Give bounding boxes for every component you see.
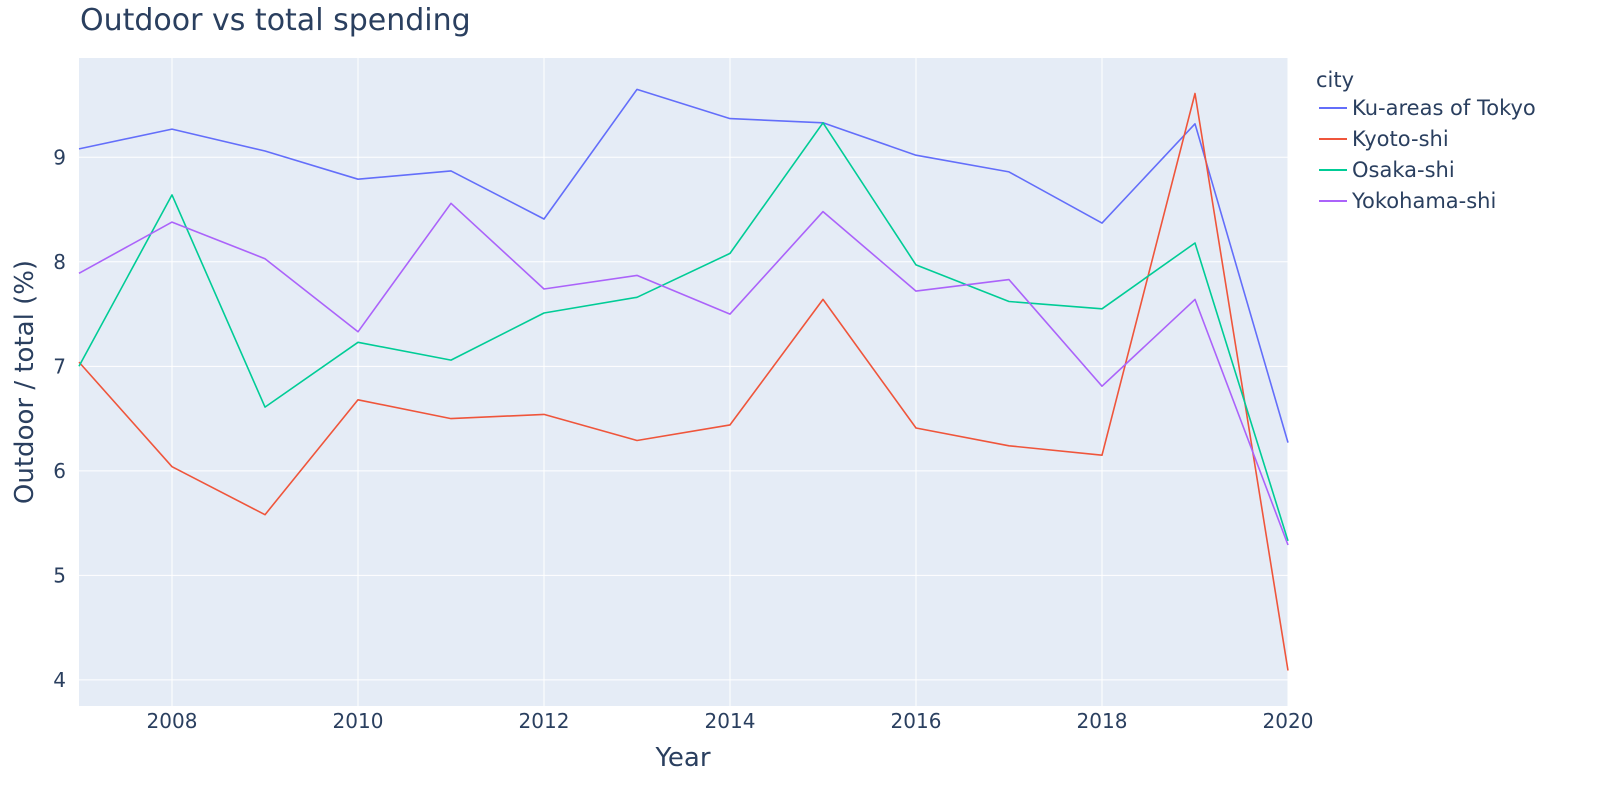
y-tick-label: 7 — [53, 354, 66, 378]
x-tick-label: 2018 — [1077, 709, 1128, 733]
legend-label: Osaka-shi — [1352, 158, 1455, 182]
y-axis-ticks: 4 5 6 7 8 9 — [53, 145, 66, 692]
y-tick-label: 6 — [53, 459, 66, 483]
legend-item-osaka-shi[interactable]: Osaka-shi — [1319, 158, 1455, 182]
x-axis-ticks: 2008 2010 2012 2014 2016 2018 2020 — [147, 709, 1314, 733]
series-line-osaka-shi — [78, 122, 1289, 542]
series-line-kyoto-shi — [78, 92, 1289, 671]
y-tick-label: 9 — [53, 145, 66, 169]
series-line-yokohama-shi — [78, 202, 1289, 546]
legend-label: Ku-areas of Tokyo — [1352, 96, 1536, 120]
x-tick-label: 2014 — [705, 709, 756, 733]
series-lines — [78, 88, 1289, 671]
legend-item-yokohama-shi[interactable]: Yokohama-shi — [1319, 189, 1496, 213]
x-axis-title: Year — [654, 743, 710, 773]
y-tick-label: 8 — [53, 250, 66, 274]
x-tick-label: 2016 — [891, 709, 942, 733]
x-tick-label: 2012 — [519, 709, 570, 733]
legend-item-ku-areas-of-tokyo[interactable]: Ku-areas of Tokyo — [1319, 96, 1536, 120]
y-tick-label: 4 — [53, 668, 66, 692]
legend: city Ku-areas of Tokyo Kyoto-shi Osaka-shi… — [1316, 68, 1536, 213]
x-tick-label: 2020 — [1263, 709, 1314, 733]
legend-title: city — [1316, 68, 1354, 92]
gridlines — [79, 58, 1289, 706]
legend-items: Ku-areas of Tokyo Kyoto-shi Osaka-shi Yokoh… — [1319, 96, 1536, 213]
x-tick-label: 2010 — [333, 709, 384, 733]
legend-item-kyoto-shi[interactable]: Kyoto-shi — [1319, 127, 1449, 151]
x-tick-label: 2008 — [147, 709, 198, 733]
legend-label: Yokohama-shi — [1351, 189, 1496, 213]
chart-title: Outdoor vs total spending — [80, 3, 471, 38]
y-tick-label: 5 — [53, 563, 66, 587]
legend-label: Kyoto-shi — [1352, 127, 1449, 151]
y-axis-title: Outdoor / total (%) — [10, 260, 40, 504]
series-line-ku-areas-of-tokyo — [78, 88, 1289, 443]
plot-area — [79, 58, 1288, 706]
